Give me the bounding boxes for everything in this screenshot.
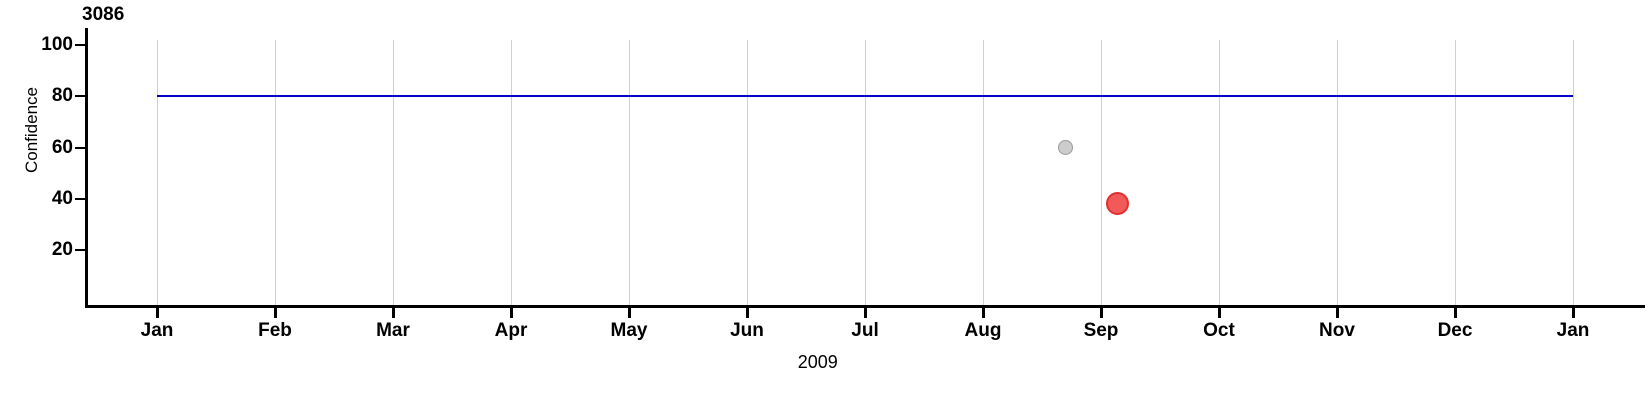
gridline xyxy=(157,40,158,306)
x-axis-tick xyxy=(1572,307,1575,318)
x-axis-tick xyxy=(510,307,513,318)
x-axis-tick-label: May xyxy=(610,320,648,341)
x-axis-tick xyxy=(746,307,749,318)
gridline xyxy=(1455,40,1456,306)
gridline xyxy=(1337,40,1338,306)
y-axis-tick xyxy=(75,95,86,98)
x-axis-line xyxy=(85,305,1645,308)
y-axis-tick xyxy=(75,146,86,149)
x-axis-tick xyxy=(1336,307,1339,318)
gridline xyxy=(1573,40,1574,306)
y-axis-tick-label: 100 xyxy=(41,34,73,56)
x-axis-tick-label: Sep xyxy=(1083,320,1119,341)
x-axis-tick-label: Dec xyxy=(1437,320,1473,341)
gridline xyxy=(983,40,984,306)
y-axis-label: Confidence xyxy=(22,87,41,174)
x-axis-tick xyxy=(392,307,395,318)
gridline xyxy=(629,40,630,306)
y-axis-tick xyxy=(75,44,86,47)
gridline xyxy=(511,40,512,306)
y-axis-tick-label: 80 xyxy=(51,85,73,107)
x-axis-tick-label: Apr xyxy=(494,320,528,341)
x-axis-tick xyxy=(982,307,985,318)
y-axis-tick-label: 20 xyxy=(51,239,73,260)
x-axis-tick xyxy=(156,307,159,318)
chart-title: 3086 xyxy=(82,4,125,25)
y-axis-tick xyxy=(75,249,86,251)
x-axis-tick xyxy=(274,307,277,318)
y-axis-tick-label: 40 xyxy=(51,187,73,209)
x-axis-tick xyxy=(1100,307,1103,318)
x-axis-tick-label: Jan xyxy=(140,320,174,341)
x-axis-tick xyxy=(1454,307,1457,318)
gridline xyxy=(865,40,866,306)
gridline xyxy=(747,40,748,306)
reference-line xyxy=(157,95,1573,98)
x-axis-tick-label: Oct xyxy=(1203,320,1235,341)
x-axis-tick xyxy=(1218,307,1221,318)
x-axis-tick-label: Nov xyxy=(1319,320,1355,341)
x-axis-tick-label: Mar xyxy=(376,320,410,341)
gridline xyxy=(1219,40,1220,306)
x-axis-caption: 2009 xyxy=(797,352,838,372)
gridline xyxy=(393,40,394,306)
y-axis-tick-label: 60 xyxy=(51,136,73,158)
y-axis-tick xyxy=(75,197,86,200)
x-axis-tick-label: Jul xyxy=(851,320,879,341)
data-point-grey-point[interactable] xyxy=(1058,140,1074,156)
x-axis-tick-label: Aug xyxy=(964,320,1002,341)
gridline xyxy=(275,40,276,306)
x-axis-tick xyxy=(864,307,867,318)
x-axis-tick-label: Feb xyxy=(258,320,292,341)
y-axis-line xyxy=(85,28,88,308)
gridline xyxy=(1101,40,1102,306)
x-axis-tick xyxy=(628,307,631,318)
data-point-red-point[interactable] xyxy=(1106,192,1130,216)
x-axis-tick-label: Jan xyxy=(1556,320,1590,341)
x-axis-tick-label: Jun xyxy=(730,320,764,341)
